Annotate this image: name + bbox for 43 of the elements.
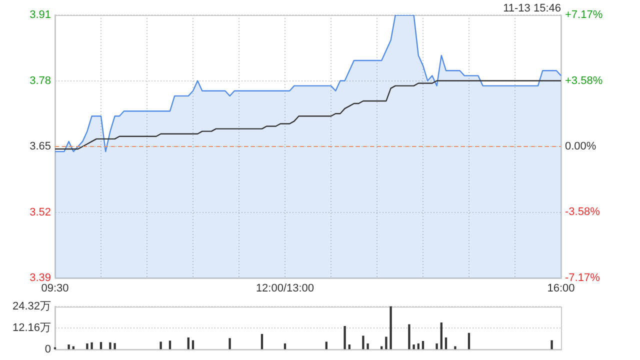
- bar: [385, 336, 388, 350]
- bar: [260, 334, 264, 350]
- text: 11-13 15:46: [503, 2, 561, 15]
- y-tick-label: 3.91: [30, 9, 51, 22]
- bar: [187, 337, 190, 350]
- bar: [168, 340, 172, 350]
- bar: [440, 322, 442, 350]
- bar: [109, 342, 112, 350]
- bar: [468, 332, 470, 350]
- bar: [436, 343, 438, 350]
- bar: [412, 344, 415, 350]
- x-tick-label: 12:00/13:00: [256, 282, 314, 295]
- y2-tick-label: -7.17%: [565, 272, 600, 284]
- bar: [344, 326, 346, 350]
- bar: [422, 340, 424, 350]
- bar: [100, 342, 102, 350]
- bar: [408, 324, 410, 350]
- bar: [550, 340, 553, 350]
- bar: [454, 346, 456, 350]
- y-tick-label: 3.78: [30, 74, 51, 87]
- bar: [366, 343, 369, 350]
- bar: [86, 343, 88, 350]
- bar: [68, 344, 70, 350]
- bar: [325, 342, 328, 350]
- bar: [90, 342, 93, 350]
- bar: [362, 336, 364, 350]
- y-tick-label: 3.39: [30, 272, 51, 284]
- bar: [228, 338, 231, 350]
- bar: [390, 306, 392, 350]
- y-tick-label: 0: [44, 343, 51, 356]
- bar: [160, 342, 162, 350]
- bar: [114, 343, 116, 350]
- x-tick-label: 16:00: [547, 282, 575, 295]
- y2-tick-label: -3.58%: [565, 206, 600, 218]
- bar: [444, 337, 448, 350]
- y-tick-label: 3.52: [30, 206, 51, 218]
- y2-tick-label: 0.00%: [565, 140, 596, 153]
- x-tick-label: 09:30: [41, 282, 69, 295]
- y-tick-label: 3.65: [30, 140, 51, 153]
- y-tick-label: 24.32万: [12, 300, 51, 313]
- y2-tick-label: +7.17%: [565, 9, 603, 22]
- y2-tick-label: +3.58%: [565, 74, 603, 87]
- y-tick-label: 12.16万: [12, 322, 51, 334]
